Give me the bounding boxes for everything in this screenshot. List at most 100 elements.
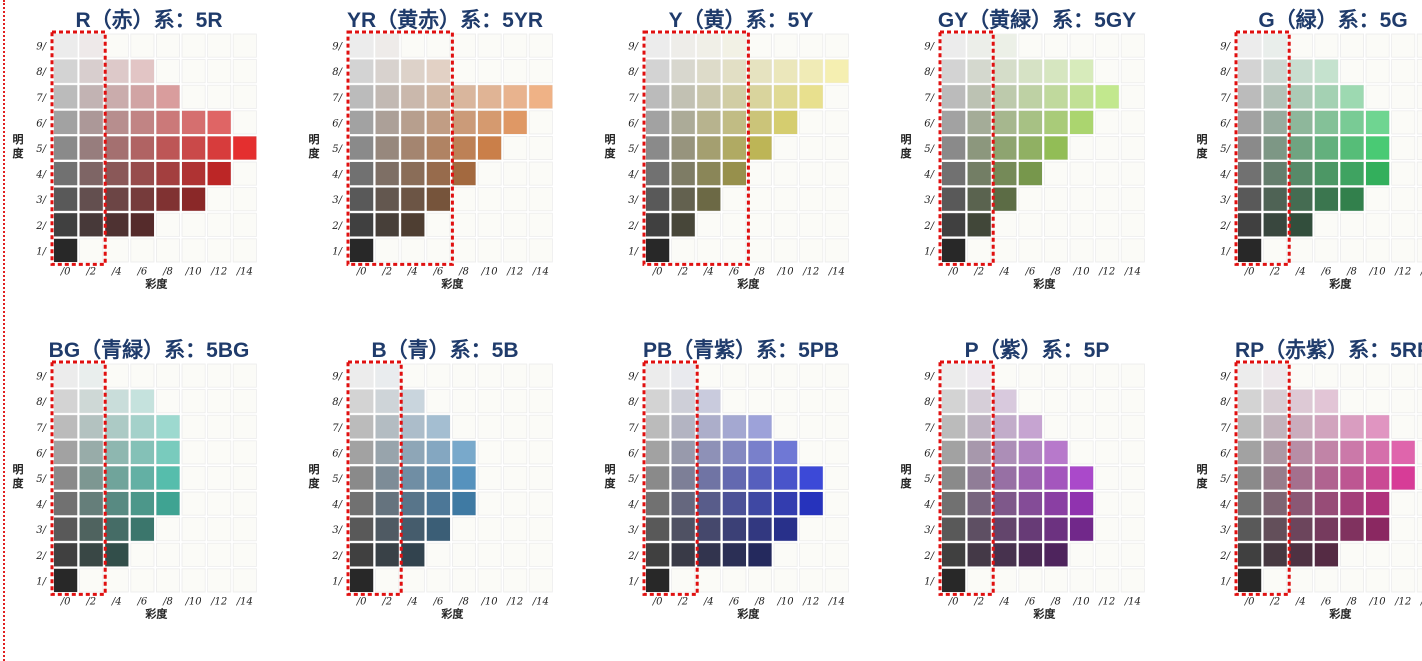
y-tick-label: 9/	[36, 372, 47, 383]
color-swatch	[401, 110, 425, 134]
color-swatch	[350, 415, 374, 439]
color-swatch	[967, 466, 991, 490]
empty-cell	[477, 568, 502, 593]
color-swatch	[942, 238, 966, 262]
color-swatch	[350, 59, 374, 83]
color-swatch	[993, 415, 1017, 439]
empty-cell	[1365, 363, 1390, 388]
color-swatch	[401, 85, 425, 109]
empty-cell	[181, 389, 206, 414]
x-tick-label: /4	[703, 266, 714, 277]
color-swatch	[130, 162, 154, 186]
empty-cell	[1365, 238, 1390, 263]
y-axis-label: 度	[13, 146, 25, 160]
x-axis-label: 彩度	[1328, 276, 1352, 290]
color-swatch	[79, 136, 103, 160]
color-swatch	[130, 187, 154, 211]
color-swatch	[375, 364, 399, 388]
x-tick-label: /0	[60, 266, 71, 277]
y-tick-label: 1/	[332, 576, 343, 587]
empty-cell	[799, 542, 824, 567]
empty-cell	[1120, 161, 1145, 186]
x-tick-label: /10	[1073, 266, 1091, 277]
color-swatch	[671, 543, 695, 567]
empty-cell	[181, 59, 206, 84]
y-axis-label: 明	[309, 133, 320, 146]
color-swatch	[1044, 492, 1068, 516]
color-swatch	[426, 187, 450, 211]
empty-cell	[181, 466, 206, 491]
color-swatch	[1263, 85, 1287, 109]
color-swatch	[1238, 440, 1262, 464]
color-swatch	[54, 162, 78, 186]
color-swatch	[942, 543, 966, 567]
color-swatch	[452, 85, 476, 109]
empty-cell	[528, 363, 553, 388]
color-panel: G（緑）系：5G 9/8/7/6/5/4/3/2/1/ /0/2/4/6/8/10 /…	[1197, 0, 1422, 320]
empty-cell	[1391, 187, 1416, 212]
color-swatch	[942, 136, 966, 160]
x-tick-label: /2	[973, 266, 984, 277]
empty-cell	[207, 363, 232, 388]
color-swatch	[130, 492, 154, 516]
color-swatch	[1238, 136, 1262, 160]
empty-cell	[503, 542, 528, 567]
empty-cell	[528, 414, 553, 439]
empty-cell	[1120, 414, 1145, 439]
y-tick-label: 3/	[332, 195, 343, 206]
empty-cell	[232, 466, 257, 491]
x-tick-label: /6	[137, 266, 148, 277]
empty-cell	[1095, 491, 1120, 516]
empty-cell	[232, 389, 257, 414]
empty-cell	[232, 542, 257, 567]
empty-cell	[1365, 212, 1390, 237]
y-tick-label: 2/	[627, 551, 639, 562]
empty-cell	[747, 238, 772, 263]
empty-cell	[1263, 568, 1288, 593]
empty-cell	[992, 363, 1017, 388]
empty-cell	[824, 466, 849, 491]
x-tick-label: /12	[1098, 266, 1115, 277]
empty-cell	[1391, 389, 1416, 414]
empty-cell	[1043, 414, 1068, 439]
color-swatch	[671, 213, 695, 237]
y-tick-label: 4/	[35, 170, 47, 181]
empty-cell	[1416, 84, 1422, 109]
empty-cell	[1416, 161, 1422, 186]
color-swatch	[426, 415, 450, 439]
color-swatch	[646, 162, 670, 186]
empty-cell	[799, 414, 824, 439]
empty-cell	[130, 568, 155, 593]
empty-cell	[503, 414, 528, 439]
color-swatch	[671, 34, 695, 58]
color-swatch	[401, 517, 425, 541]
empty-cell	[799, 363, 824, 388]
y-tick-label: 2/	[1219, 221, 1231, 232]
empty-cell	[722, 187, 747, 212]
color-swatch	[156, 440, 180, 464]
y-tick-label: 1/	[924, 576, 935, 587]
empty-cell	[503, 33, 528, 58]
empty-cell	[992, 568, 1017, 593]
color-swatch	[130, 389, 154, 413]
color-swatch	[54, 34, 78, 58]
empty-cell	[1120, 59, 1145, 84]
color-swatch	[452, 492, 476, 516]
color-swatch	[671, 162, 695, 186]
color-swatch	[130, 517, 154, 541]
y-tick-label: 8/	[36, 67, 47, 78]
y-tick-label: 4/	[923, 170, 935, 181]
y-tick-label: 5/	[924, 144, 935, 155]
empty-cell	[967, 568, 992, 593]
empty-cell	[528, 466, 553, 491]
color-swatch	[748, 59, 772, 83]
color-swatch	[942, 110, 966, 134]
empty-cell	[1120, 542, 1145, 567]
empty-cell	[155, 517, 180, 542]
y-tick-label: 7/	[628, 93, 639, 104]
color-swatch	[697, 85, 721, 109]
color-swatch	[207, 136, 231, 160]
x-tick-label: /6	[433, 266, 444, 277]
color-swatch	[967, 543, 991, 567]
color-swatch	[993, 162, 1017, 186]
